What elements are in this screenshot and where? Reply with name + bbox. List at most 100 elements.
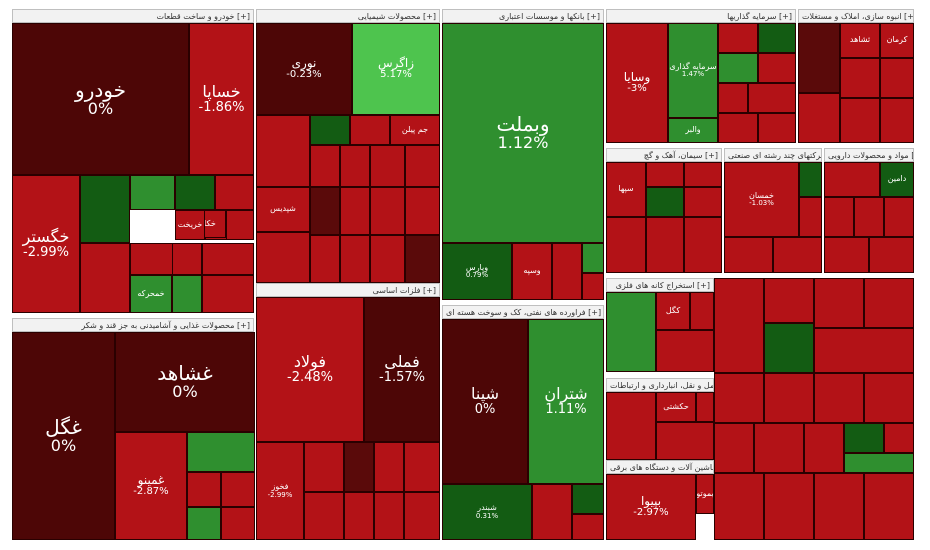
stock-tile-small[interactable] (310, 187, 340, 235)
stock-tile-small[interactable] (572, 514, 604, 540)
stock-tile-small[interactable] (172, 275, 202, 313)
stock-tile-small[interactable] (221, 472, 255, 507)
stock-tile[interactable]: خمسان -1.03% (724, 162, 799, 237)
stock-tile-small[interactable] (799, 197, 822, 237)
stock-tile[interactable]: وبملت 1.12% (442, 23, 604, 243)
stock-tile[interactable]: سرمایه گذاری 1.47% (668, 23, 718, 118)
stock-tile-small[interactable] (864, 473, 914, 540)
stock-tile[interactable]: خساپا -1.86% (189, 23, 254, 175)
stock-tile[interactable]: فملی -1.57% (364, 297, 440, 442)
sector-header-metals[interactable]: فلزات اساسی [+] (256, 283, 440, 297)
stock-tile[interactable]: وسایا -3% (606, 23, 668, 143)
stock-tile-small[interactable] (824, 162, 880, 197)
stock-tile-small[interactable] (824, 237, 869, 273)
stock-tile-small[interactable] (175, 175, 215, 210)
stock-tile[interactable]: حکشتی (656, 392, 696, 422)
stock-tile-small[interactable] (714, 423, 754, 473)
stock-tile-small[interactable] (187, 472, 221, 507)
stock-tile-small[interactable] (340, 235, 370, 283)
stock-tile-small[interactable] (714, 278, 764, 373)
stock-tile-small[interactable] (764, 473, 814, 540)
stock-tile-small[interactable] (804, 423, 844, 473)
stock-tile[interactable]: بپیوا -2.97% (606, 474, 696, 540)
stock-tile-small[interactable] (684, 187, 722, 217)
stock-tile-small[interactable] (340, 145, 370, 187)
stock-tile-small[interactable] (370, 145, 405, 187)
stock-tile-small[interactable] (718, 53, 758, 83)
stock-tile-small[interactable] (187, 432, 255, 472)
stock-tile-small[interactable] (814, 328, 914, 373)
sector-header-pharma[interactable]: مواد و محصولات دارویی [+] (824, 148, 914, 162)
stock-tile-small[interactable] (844, 423, 884, 453)
stock-tile-small[interactable] (880, 98, 914, 143)
stock-tile-small[interactable] (344, 442, 374, 492)
stock-tile-small[interactable] (798, 93, 840, 143)
stock-tile-small[interactable] (714, 473, 764, 540)
stock-tile-small[interactable] (824, 197, 854, 237)
stock-tile[interactable]: وسپه (512, 243, 552, 300)
stock-tile-small[interactable] (404, 492, 440, 540)
stock-tile-small[interactable] (748, 83, 796, 113)
stock-tile[interactable]: خمحرکه (130, 275, 172, 313)
stock-tile-small[interactable] (606, 392, 656, 460)
stock-tile[interactable]: خگستر -2.99% (12, 175, 80, 313)
stock-tile[interactable]: خودرو 0% (12, 23, 189, 175)
stock-tile-small[interactable] (221, 507, 255, 540)
stock-tile-small[interactable] (758, 23, 796, 53)
stock-tile[interactable]: کگل (656, 292, 690, 330)
stock-tile-small[interactable] (864, 278, 914, 328)
sector-header-chem[interactable]: محصولات شیمیایی [+] (256, 9, 440, 23)
stock-tile-small[interactable] (582, 243, 604, 273)
stock-tile[interactable]: شپدیس (256, 187, 310, 232)
stock-tile-small[interactable] (844, 453, 914, 473)
stock-tile-small[interactable] (764, 323, 814, 373)
stock-tile-small[interactable] (344, 492, 374, 540)
stock-tile-small[interactable] (582, 273, 604, 300)
stock-tile[interactable]: خریخت (175, 210, 205, 240)
stock-tile[interactable]: غشاهد 0% (115, 332, 255, 432)
stock-tile-small[interactable] (187, 507, 221, 540)
stock-tile-small[interactable] (840, 58, 880, 98)
sector-header-invest[interactable]: سرمایه گذاریها [+] (606, 9, 796, 23)
stock-tile-small[interactable] (724, 237, 773, 273)
stock-tile-small[interactable] (869, 237, 914, 273)
stock-tile[interactable]: کرمان (880, 23, 914, 58)
stock-tile-small[interactable] (370, 235, 405, 283)
stock-tile-small[interactable] (758, 113, 796, 143)
stock-tile-small[interactable] (718, 83, 748, 113)
stock-tile-small[interactable] (304, 442, 344, 492)
stock-tile-small[interactable] (572, 484, 604, 514)
stock-tile-small[interactable] (606, 217, 646, 273)
stock-tile-small[interactable] (256, 232, 310, 283)
stock-tile-small[interactable] (798, 23, 840, 93)
stock-tile-small[interactable] (256, 115, 310, 187)
stock-tile[interactable]: ثشاهد (840, 23, 880, 58)
stock-tile-small[interactable] (718, 23, 758, 53)
stock-tile[interactable]: نوری -0.23% (256, 23, 352, 115)
stock-tile-small[interactable] (684, 162, 722, 187)
stock-tile-small[interactable] (814, 278, 864, 328)
stock-tile-small[interactable] (884, 197, 914, 237)
stock-tile-small[interactable] (696, 392, 714, 422)
stock-tile-small[interactable] (684, 217, 722, 273)
stock-tile-small[interactable] (370, 187, 405, 235)
stock-tile-small[interactable] (754, 423, 804, 473)
stock-tile-small[interactable] (773, 237, 822, 273)
stock-tile[interactable]: غگل 0% (12, 332, 115, 540)
sector-header-machinery[interactable]: ماشین آلات و دستگاه های برقی [+] (606, 460, 714, 474)
stock-tile-small[interactable] (814, 473, 864, 540)
stock-tile-small[interactable] (718, 113, 758, 143)
stock-tile-small[interactable] (646, 162, 684, 187)
stock-tile[interactable]: والبر (668, 118, 718, 143)
stock-tile[interactable]: شبندر 0.31% (442, 484, 532, 540)
stock-tile-small[interactable] (884, 423, 914, 453)
stock-tile-small[interactable] (552, 243, 582, 300)
stock-tile-small[interactable] (340, 187, 370, 235)
stock-tile-small[interactable] (606, 292, 656, 372)
stock-tile-small[interactable] (310, 115, 350, 145)
sector-header-food[interactable]: محصولات غذایی و آشامیدنی به جز قند و شکر… (12, 318, 254, 332)
stock-tile[interactable]: زاگرس 5.17% (352, 23, 440, 115)
stock-tile-small[interactable] (310, 145, 340, 187)
stock-tile-small[interactable] (310, 235, 340, 283)
stock-tile-small[interactable] (758, 53, 796, 83)
